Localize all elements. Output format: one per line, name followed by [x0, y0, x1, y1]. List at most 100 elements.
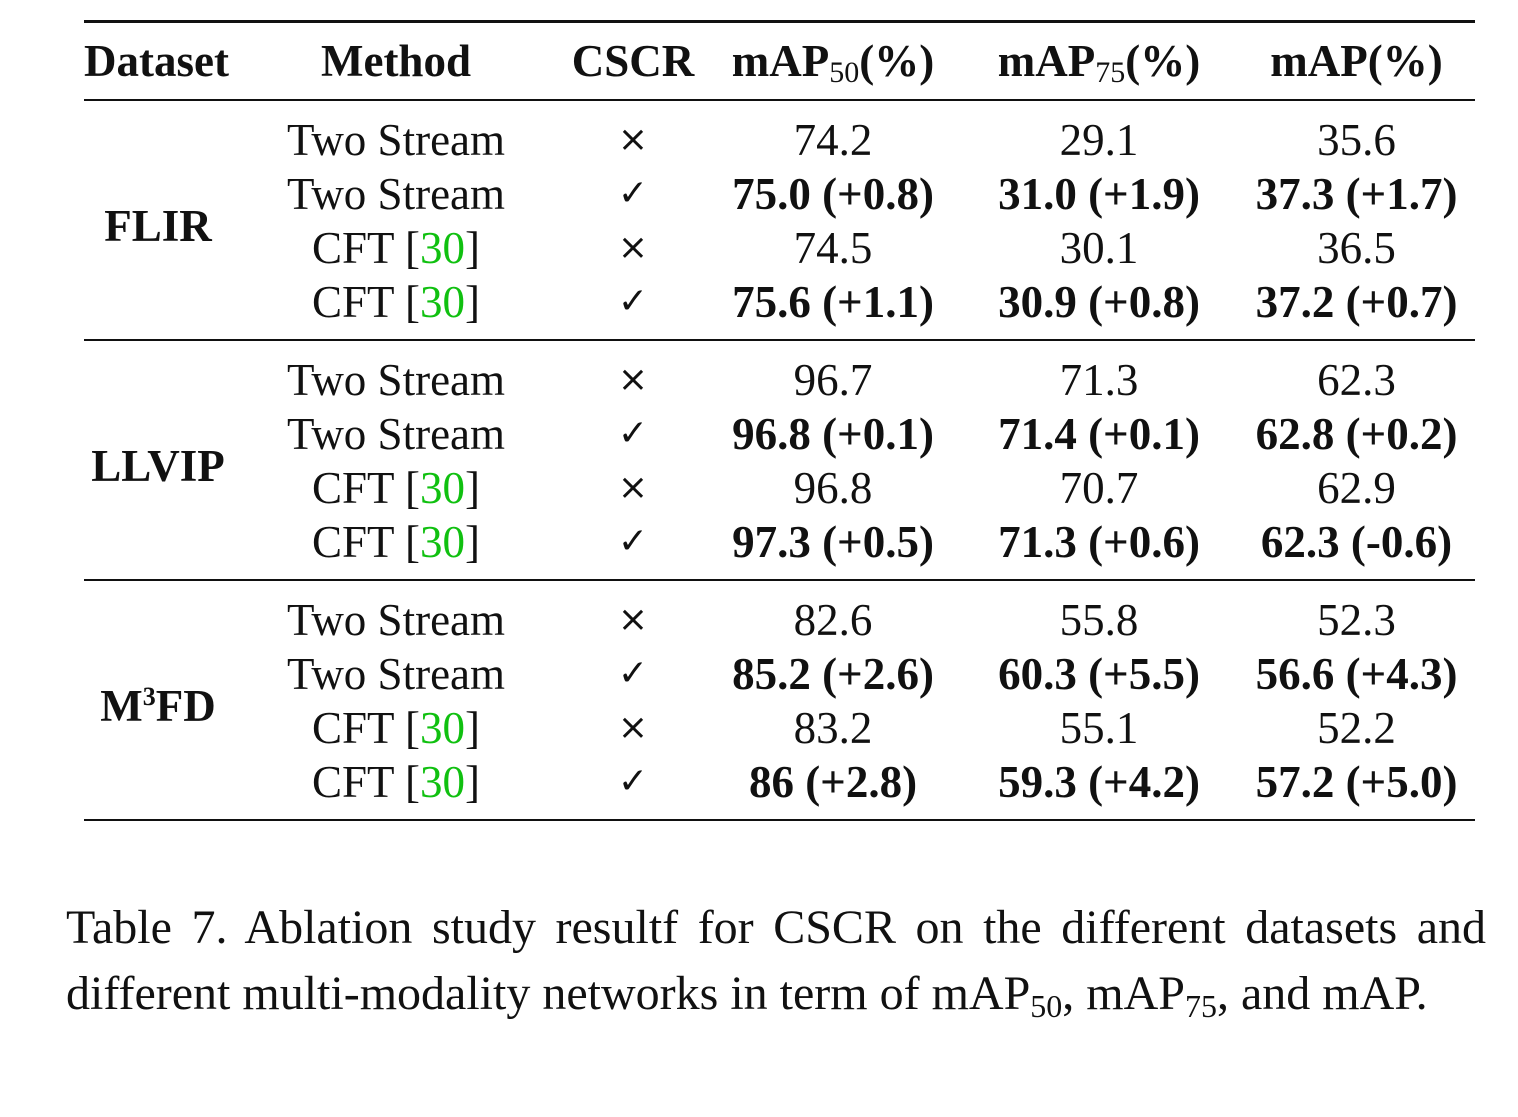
table-row: CFT [30] ✓ 86 (+2.8) 59.3 (+4.2) 57.2 (+5.0) [84, 755, 1475, 820]
table-row: CFT [30] ✓ 75.6 (+1.1) 30.9 (+0.8) 37.2 (+0.… [84, 275, 1475, 340]
method-name: Two Stream [286, 169, 506, 219]
table-row: CFT [30] × 83.2 55.1 52.2 [84, 701, 1475, 755]
check-mark-icon: ✓ [617, 413, 649, 454]
check-mark-icon: ✓ [617, 653, 649, 694]
dataset-superscript: 3 [142, 682, 156, 711]
method-name: Two Stream [286, 115, 506, 165]
caption-text: Ablation study resultf for CSCR on the d… [66, 901, 1487, 1020]
table-row: CFT [30] × 74.5 30.1 36.5 [84, 221, 1475, 275]
method-name: CFT [312, 277, 394, 327]
cross-mark-icon: × [617, 227, 649, 268]
header-map50-base: mAP [731, 36, 830, 86]
header-method: Method [321, 36, 471, 86]
method-name: CFT [312, 463, 394, 513]
method-name: CFT [312, 703, 394, 753]
caption-subscript-50: 50 [1030, 988, 1063, 1024]
map50-cell: 96.7 [793, 355, 873, 405]
method-cell: Two Stream [232, 100, 560, 167]
caption-text-2: , mAP [1062, 967, 1185, 1020]
method-name: Two Stream [286, 409, 506, 459]
map50-cell: 83.2 [793, 703, 873, 753]
map75-cell: 70.7 [1059, 463, 1139, 513]
dataset-name: M [100, 681, 143, 731]
map50-cell: 75.0 (+0.8) [732, 169, 934, 219]
method-cell: CFT [30] [312, 757, 480, 807]
table-caption: Table 7. Ablation study resultf for CSCR… [66, 895, 1486, 1027]
header-map75-base: mAP [997, 36, 1096, 86]
dataset-cell: FLIR [84, 100, 232, 340]
map-cell: 36.5 [1317, 223, 1396, 273]
dataset-group: LLVIP Two Stream × 96.7 71.3 62.3 Two Stream ✓ 9… [84, 340, 1475, 580]
cross-mark-icon: × [617, 119, 649, 160]
caption-subscript-75: 75 [1185, 988, 1217, 1024]
map-cell: 62.9 [1317, 463, 1396, 513]
cross-mark-icon: × [617, 599, 649, 640]
check-mark-icon: ✓ [617, 281, 649, 322]
citation-link: 30 [419, 517, 465, 567]
header-map50-suffix: (%) [859, 36, 935, 86]
map50-cell: 74.2 [793, 115, 873, 165]
table-row: Two Stream ✓ 96.8 (+0.1) 71.4 (+0.1) 62.8 (+… [84, 407, 1475, 461]
header-map75-suffix: (%) [1125, 36, 1201, 86]
table-row: M3FD Two Stream × 82.6 55.8 52.3 [84, 580, 1475, 731]
dataset-cell: LLVIP [84, 340, 232, 580]
check-mark-icon: ✓ [617, 521, 649, 562]
map-cell: 37.3 (+1.7) [1255, 169, 1458, 219]
method-cell: CFT [30] [312, 703, 480, 753]
map50-cell: 97.3 (+0.5) [732, 517, 934, 567]
map-cell: 62.3 (-0.6) [1260, 517, 1453, 567]
method-name: CFT [312, 517, 394, 567]
map75-cell: 55.1 [1059, 703, 1139, 753]
map50-cell: 96.8 (+0.1) [732, 409, 934, 459]
method-cell: Two Stream [232, 167, 560, 221]
method-name: CFT [312, 223, 394, 273]
citation-link: 30 [419, 757, 465, 807]
map75-cell: 29.1 [1059, 115, 1139, 165]
map75-cell: 59.3 (+4.2) [998, 757, 1200, 807]
map50-cell: 75.6 (+1.1) [732, 277, 934, 327]
dataset-group: M3FD Two Stream × 82.6 55.8 52.3 Two Stream ✓ 85… [84, 580, 1475, 820]
results-table: Dataset Method CSCR mAP50(%) mAP75(%) mA… [84, 20, 1475, 821]
map75-cell: 71.3 (+0.6) [998, 517, 1200, 567]
map75-cell: 71.3 [1059, 355, 1139, 405]
header-cscr: CSCR [571, 36, 695, 86]
header-map50-subscript: 50 [829, 56, 860, 89]
method-cell: CFT [30] [312, 223, 480, 273]
header-map: mAP(%) [1270, 36, 1443, 86]
map75-cell: 71.4 (+0.1) [998, 409, 1200, 459]
check-mark-icon: ✓ [617, 173, 649, 214]
map50-cell: 74.5 [793, 223, 873, 273]
dataset-cell: M3FD [84, 580, 232, 820]
map50-cell: 85.2 (+2.6) [732, 649, 934, 699]
header-map75-subscript: 75 [1095, 56, 1126, 89]
header-map75: mAP75(%) [960, 22, 1238, 101]
method-cell: CFT [30] [312, 463, 480, 513]
cross-mark-icon: × [617, 707, 649, 748]
header-map50: mAP50(%) [706, 22, 960, 101]
map75-cell: 30.9 (+0.8) [998, 277, 1200, 327]
caption-text-3: , and mAP. [1217, 967, 1428, 1020]
method-cell: Two Stream [232, 647, 560, 701]
citation-link: 30 [419, 463, 465, 513]
map50-cell: 96.8 [793, 463, 873, 513]
map50-cell: 82.6 [793, 595, 873, 645]
table-row: CFT [30] ✓ 97.3 (+0.5) 71.3 (+0.6) 62.3 (-0.… [84, 515, 1475, 580]
map-cell: 57.2 (+5.0) [1255, 757, 1458, 807]
results-table-container: Dataset Method CSCR mAP50(%) mAP75(%) mA… [84, 20, 1475, 821]
check-mark-icon: ✓ [617, 761, 649, 802]
method-cell: Two Stream [232, 580, 560, 647]
map-cell: 35.6 [1317, 115, 1396, 165]
method-cell: Two Stream [232, 407, 560, 461]
method-name: CFT [312, 757, 394, 807]
citation-link: 30 [419, 277, 465, 327]
map-cell: 37.2 (+0.7) [1255, 277, 1458, 327]
header-dataset: Dataset [84, 36, 229, 86]
method-cell: CFT [30] [312, 277, 480, 327]
dataset-group: FLIR Two Stream × 74.2 29.1 35.6 Two Stream ✓ 75… [84, 100, 1475, 340]
header-row: Dataset Method CSCR mAP50(%) mAP75(%) mA… [84, 21, 1475, 101]
table-row: Two Stream ✓ 85.2 (+2.6) 60.3 (+5.5) 56.6 (+… [84, 647, 1475, 701]
caption-label: Table 7. [66, 901, 228, 954]
citation-link: 30 [419, 703, 465, 753]
dataset-name-suffix: FD [155, 681, 216, 731]
map75-cell: 31.0 (+1.9) [998, 169, 1200, 219]
